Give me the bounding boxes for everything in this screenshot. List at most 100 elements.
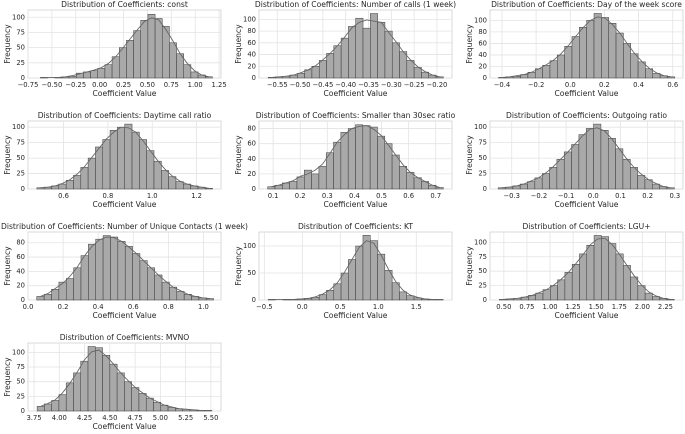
histogram-bar — [169, 42, 177, 79]
histogram-bar — [377, 135, 386, 190]
y-axis-label: Frequency — [465, 135, 474, 175]
histogram-bar — [311, 66, 320, 79]
histogram-bar — [557, 279, 566, 301]
x-tick-label: 0.6 — [403, 192, 414, 200]
histogram-bar — [607, 138, 616, 190]
histogram-bar — [586, 20, 595, 79]
histogram-bar — [399, 291, 407, 301]
x-tick-label: 0.8 — [102, 192, 113, 200]
x-tick-label: 0.3 — [669, 192, 680, 200]
histogram-bar — [384, 30, 393, 79]
histogram-bar — [104, 64, 113, 79]
x-tick-label: −0.45 — [312, 81, 333, 89]
x-tick-label: −0.25 — [65, 81, 86, 89]
x-tick-label: −0.2 — [531, 192, 548, 200]
histogram-bar — [140, 20, 149, 79]
histogram-bar — [333, 283, 342, 301]
histogram-bar — [391, 282, 400, 301]
x-tick-label: 3.75 — [26, 414, 41, 422]
histogram-bar — [535, 292, 544, 301]
y-axis-label: Frequency — [3, 135, 12, 175]
x-tick-label: −0.5 — [256, 303, 273, 311]
histogram-bar — [571, 264, 580, 301]
x-tick-label: 1.00 — [188, 81, 203, 89]
x-axis-label: Coefficient Value — [324, 89, 388, 98]
y-tick-label: 80 — [247, 27, 256, 35]
x-axis-label: Coefficient Value — [555, 311, 619, 320]
x-tick-label: −0.4 — [494, 81, 511, 89]
y-tick-label: 25 — [16, 59, 25, 67]
x-axis-label: Coefficient Value — [324, 311, 388, 320]
kde-line — [271, 19, 440, 78]
x-tick-label: 0.7 — [430, 192, 441, 200]
histogram-bar — [406, 60, 415, 79]
histogram-bar — [550, 285, 558, 301]
histogram-bar — [138, 393, 147, 412]
panel-title: Distribution of Coefficients: const — [61, 0, 188, 9]
x-tick-label: 0.50 — [496, 303, 511, 311]
subplot: 0 20 40 60 80 0.1 0.2 0.3 0.4 0.5 0.6 0.7 Distributi… — [234, 111, 456, 209]
histogram-bar — [51, 289, 60, 301]
y-tick-label: 25 — [16, 170, 25, 178]
panel-title: Distribution of Coefficients: MVNO — [60, 333, 190, 342]
histogram-bar — [289, 181, 298, 190]
histogram-bar — [176, 291, 185, 301]
histogram-bar — [622, 159, 631, 190]
x-axis-label: Coefficient Value — [93, 89, 157, 98]
histogram-bar — [666, 187, 675, 190]
histogram-bar — [600, 130, 609, 190]
histogram-bar — [601, 236, 609, 301]
kde-line — [271, 125, 440, 188]
histogram-bar — [541, 173, 550, 190]
histogram-bar — [95, 238, 104, 301]
histogram-bar — [318, 166, 327, 190]
histogram-bar — [147, 267, 155, 301]
x-tick-label: −0.1 — [558, 192, 575, 200]
histogram-bar — [608, 23, 617, 79]
histogram-bar — [391, 154, 400, 190]
y-tick-label: 50 — [478, 154, 487, 162]
x-tick-label: −0.20 — [427, 81, 448, 89]
y-axis-label: Frequency — [234, 135, 243, 175]
histogram-bar — [593, 13, 602, 79]
histogram-bar — [667, 76, 676, 79]
histogram-bar — [97, 68, 106, 79]
panel-title: Distribution of Coefficients: Smaller th… — [256, 111, 456, 120]
x-tick-label: 0.3 — [322, 192, 333, 200]
histogram-bar — [183, 64, 192, 79]
histogram-bar — [340, 272, 349, 301]
histogram-bar — [204, 188, 213, 190]
x-tick-label: 1.5 — [411, 303, 422, 311]
histogram-bar — [542, 65, 551, 79]
histogram-bar — [630, 53, 639, 79]
histogram-bar — [131, 387, 140, 412]
kde-line — [40, 349, 209, 411]
histogram-bar — [154, 274, 163, 301]
histogram-bar — [579, 27, 587, 79]
histogram-bar — [435, 187, 444, 190]
kde-line — [502, 237, 671, 300]
histogram-bar — [95, 146, 104, 190]
x-tick-label: −0.2 — [528, 81, 545, 89]
x-tick-label: 4.00 — [52, 414, 67, 422]
x-tick-label: 4.25 — [77, 414, 92, 422]
x-tick-label: 1.0 — [373, 303, 384, 311]
histogram-bar — [73, 175, 82, 190]
y-tick-label: 20 — [247, 170, 256, 178]
subplot: 0 25 50 75 100 0.6 0.8 1.0 1.2 Distribution of Co… — [3, 111, 222, 209]
y-tick-label: 100 — [474, 123, 487, 131]
histogram-bar — [139, 139, 147, 190]
histogram-bar — [168, 176, 177, 190]
histogram-bar — [608, 243, 617, 301]
histogram-bar — [117, 241, 126, 301]
y-tick-label: 100 — [12, 13, 25, 21]
histogram-bar — [175, 181, 184, 190]
histogram-bar — [206, 298, 214, 301]
histogram-bar — [435, 76, 444, 79]
x-tick-label: 1.25 — [212, 81, 227, 89]
y-tick-label: 100 — [474, 238, 487, 246]
x-tick-label: 4.75 — [128, 414, 143, 422]
histogram-bar — [549, 167, 558, 190]
x-tick-label: 0.0 — [23, 303, 34, 311]
